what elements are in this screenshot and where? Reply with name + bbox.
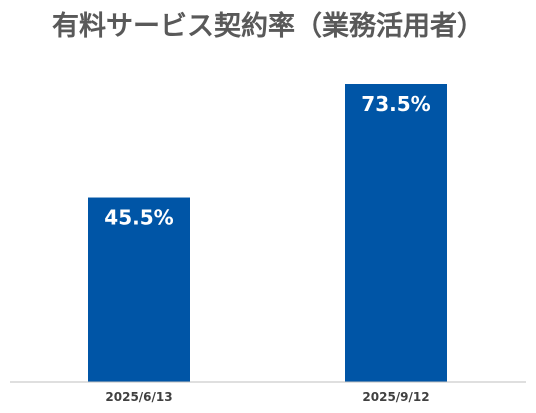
x-tick-label-1: 2025/6/13 <box>105 390 172 404</box>
data-label-1: 45.5% <box>104 206 173 230</box>
x-tick-labels-group: 2025/6/13 2025/9/12 <box>105 390 429 404</box>
bar-2 <box>345 84 447 382</box>
data-labels-group: 45.5% 73.5% <box>104 92 430 230</box>
chart-title: 有料サービス契約率（業務活用者） <box>52 11 484 42</box>
data-label-2: 73.5% <box>361 92 430 116</box>
bar-1 <box>88 197 190 382</box>
x-tick-label-2: 2025/9/12 <box>362 390 429 404</box>
bars-group <box>88 84 447 382</box>
